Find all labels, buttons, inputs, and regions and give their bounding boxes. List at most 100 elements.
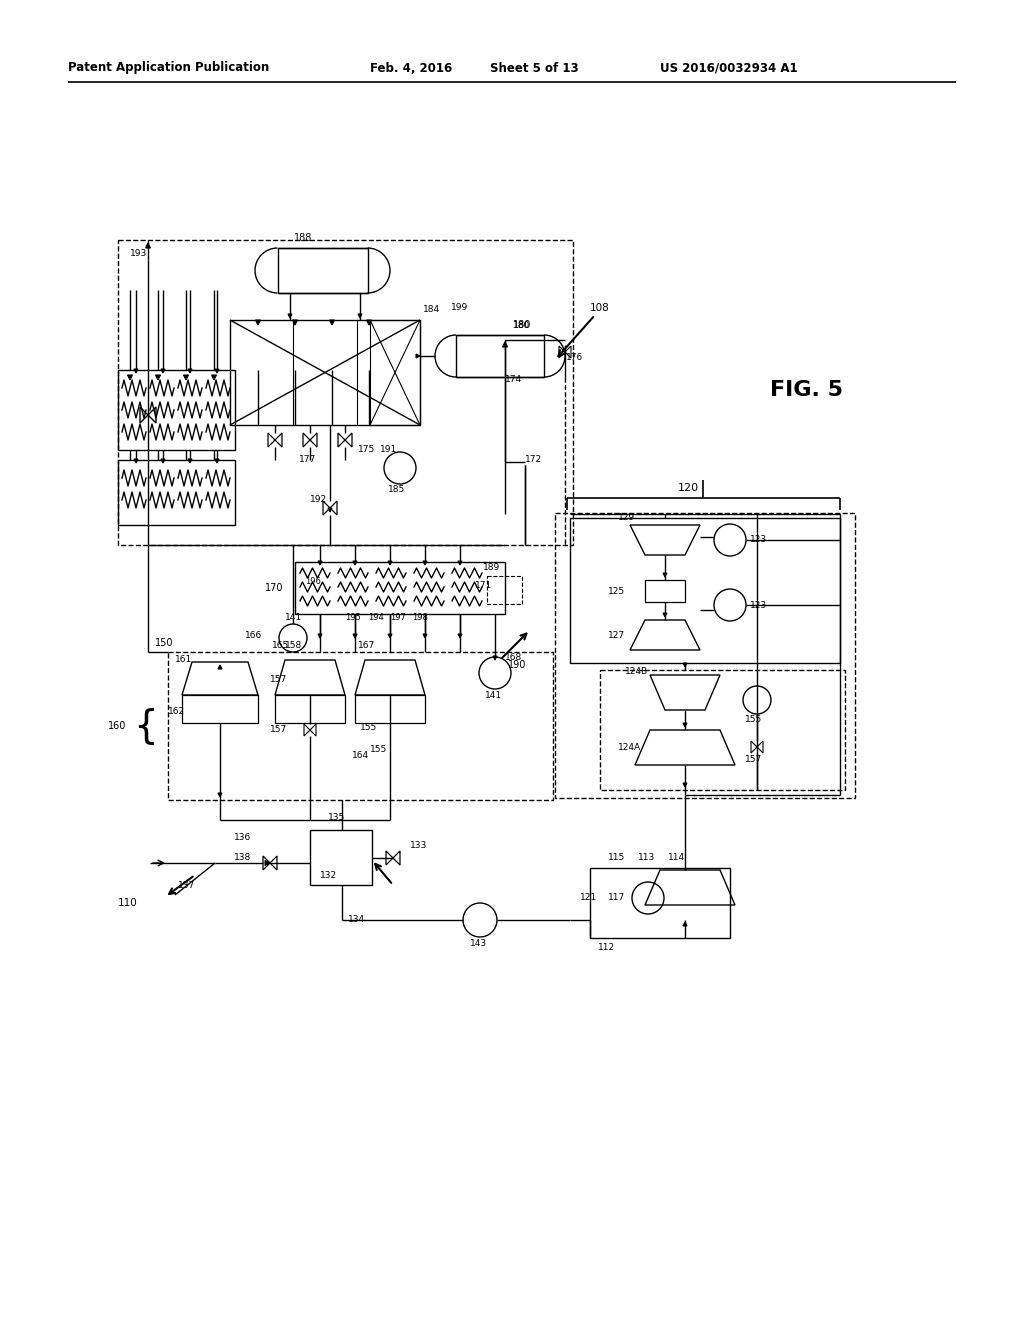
- Polygon shape: [423, 561, 427, 565]
- Polygon shape: [353, 634, 357, 638]
- Polygon shape: [188, 370, 193, 374]
- Polygon shape: [683, 663, 687, 667]
- Bar: [310, 830, 372, 884]
- Text: 127: 127: [608, 631, 625, 639]
- Polygon shape: [328, 508, 332, 512]
- Polygon shape: [318, 634, 322, 638]
- Bar: [168, 652, 553, 800]
- Polygon shape: [683, 921, 687, 927]
- Polygon shape: [503, 342, 508, 347]
- Text: 135: 135: [328, 813, 345, 822]
- Polygon shape: [493, 656, 497, 660]
- Circle shape: [632, 882, 664, 913]
- Text: 188: 188: [294, 234, 312, 243]
- Text: 112: 112: [598, 944, 615, 953]
- Text: 192: 192: [310, 495, 327, 504]
- Text: 177: 177: [299, 455, 316, 465]
- Bar: [590, 869, 730, 939]
- Polygon shape: [293, 319, 298, 325]
- Text: 138: 138: [234, 854, 251, 862]
- Polygon shape: [161, 459, 165, 463]
- Text: 136: 136: [234, 833, 251, 842]
- Polygon shape: [265, 861, 270, 866]
- Text: 113: 113: [638, 854, 655, 862]
- Text: 157: 157: [270, 726, 288, 734]
- Polygon shape: [215, 370, 219, 374]
- Polygon shape: [423, 634, 427, 638]
- Text: 191: 191: [380, 446, 397, 454]
- Text: 117: 117: [608, 894, 626, 903]
- Text: 174: 174: [505, 375, 522, 384]
- Polygon shape: [215, 459, 219, 463]
- Text: 199: 199: [452, 304, 469, 313]
- Text: 185: 185: [388, 486, 406, 495]
- Text: 155: 155: [370, 746, 387, 755]
- Text: 157: 157: [270, 676, 288, 685]
- Text: 120: 120: [678, 483, 699, 492]
- Bar: [600, 671, 845, 789]
- Text: 189: 189: [483, 564, 501, 573]
- Polygon shape: [663, 612, 667, 616]
- Circle shape: [279, 624, 307, 652]
- Text: US 2016/0032934 A1: US 2016/0032934 A1: [660, 62, 798, 74]
- Bar: [118, 370, 234, 450]
- Circle shape: [479, 657, 511, 689]
- Polygon shape: [188, 459, 193, 463]
- Text: 170: 170: [265, 583, 284, 593]
- Polygon shape: [218, 665, 222, 669]
- Text: 190: 190: [508, 660, 526, 671]
- Text: 164: 164: [352, 751, 369, 759]
- Text: 134: 134: [348, 916, 366, 924]
- Text: 123: 123: [750, 601, 767, 610]
- Polygon shape: [134, 370, 138, 374]
- Text: Sheet 5 of 13: Sheet 5 of 13: [490, 62, 579, 74]
- Polygon shape: [416, 354, 420, 358]
- Text: 166: 166: [245, 631, 262, 639]
- Bar: [370, 319, 420, 425]
- Polygon shape: [388, 561, 392, 565]
- Text: 129: 129: [618, 513, 635, 523]
- Polygon shape: [256, 319, 260, 325]
- Polygon shape: [663, 573, 667, 577]
- Text: 194: 194: [368, 614, 384, 623]
- Polygon shape: [128, 375, 132, 380]
- Text: 155: 155: [745, 715, 762, 725]
- Text: 141: 141: [485, 690, 502, 700]
- Polygon shape: [161, 370, 165, 374]
- Text: 124B: 124B: [625, 668, 648, 676]
- Text: 162: 162: [168, 708, 185, 717]
- Text: 157: 157: [745, 755, 762, 764]
- Polygon shape: [458, 634, 462, 638]
- Polygon shape: [288, 314, 292, 318]
- Text: {: {: [133, 708, 158, 744]
- Text: 168: 168: [505, 653, 522, 663]
- Polygon shape: [353, 561, 357, 565]
- Text: 198: 198: [412, 614, 428, 623]
- Text: 184: 184: [424, 305, 440, 314]
- Bar: [118, 240, 573, 545]
- Text: 114: 114: [668, 854, 685, 862]
- Bar: [570, 517, 840, 663]
- Text: 155: 155: [360, 723, 377, 733]
- Polygon shape: [183, 375, 188, 380]
- Text: 141: 141: [285, 614, 302, 623]
- Text: 121: 121: [580, 894, 597, 903]
- Polygon shape: [145, 243, 151, 248]
- Text: 124A: 124A: [618, 743, 641, 752]
- Circle shape: [743, 686, 771, 714]
- Bar: [275, 696, 345, 723]
- Text: 143: 143: [470, 940, 487, 949]
- Text: 123: 123: [750, 536, 767, 544]
- Bar: [295, 562, 505, 614]
- Polygon shape: [134, 459, 138, 463]
- Text: 125: 125: [608, 586, 625, 595]
- Circle shape: [463, 903, 497, 937]
- Text: 176: 176: [566, 354, 584, 363]
- Text: 137: 137: [178, 880, 196, 890]
- Bar: [182, 696, 258, 723]
- Bar: [278, 248, 368, 293]
- Bar: [487, 576, 522, 605]
- Polygon shape: [330, 319, 335, 325]
- Text: 167: 167: [358, 640, 375, 649]
- Text: 110: 110: [118, 898, 138, 908]
